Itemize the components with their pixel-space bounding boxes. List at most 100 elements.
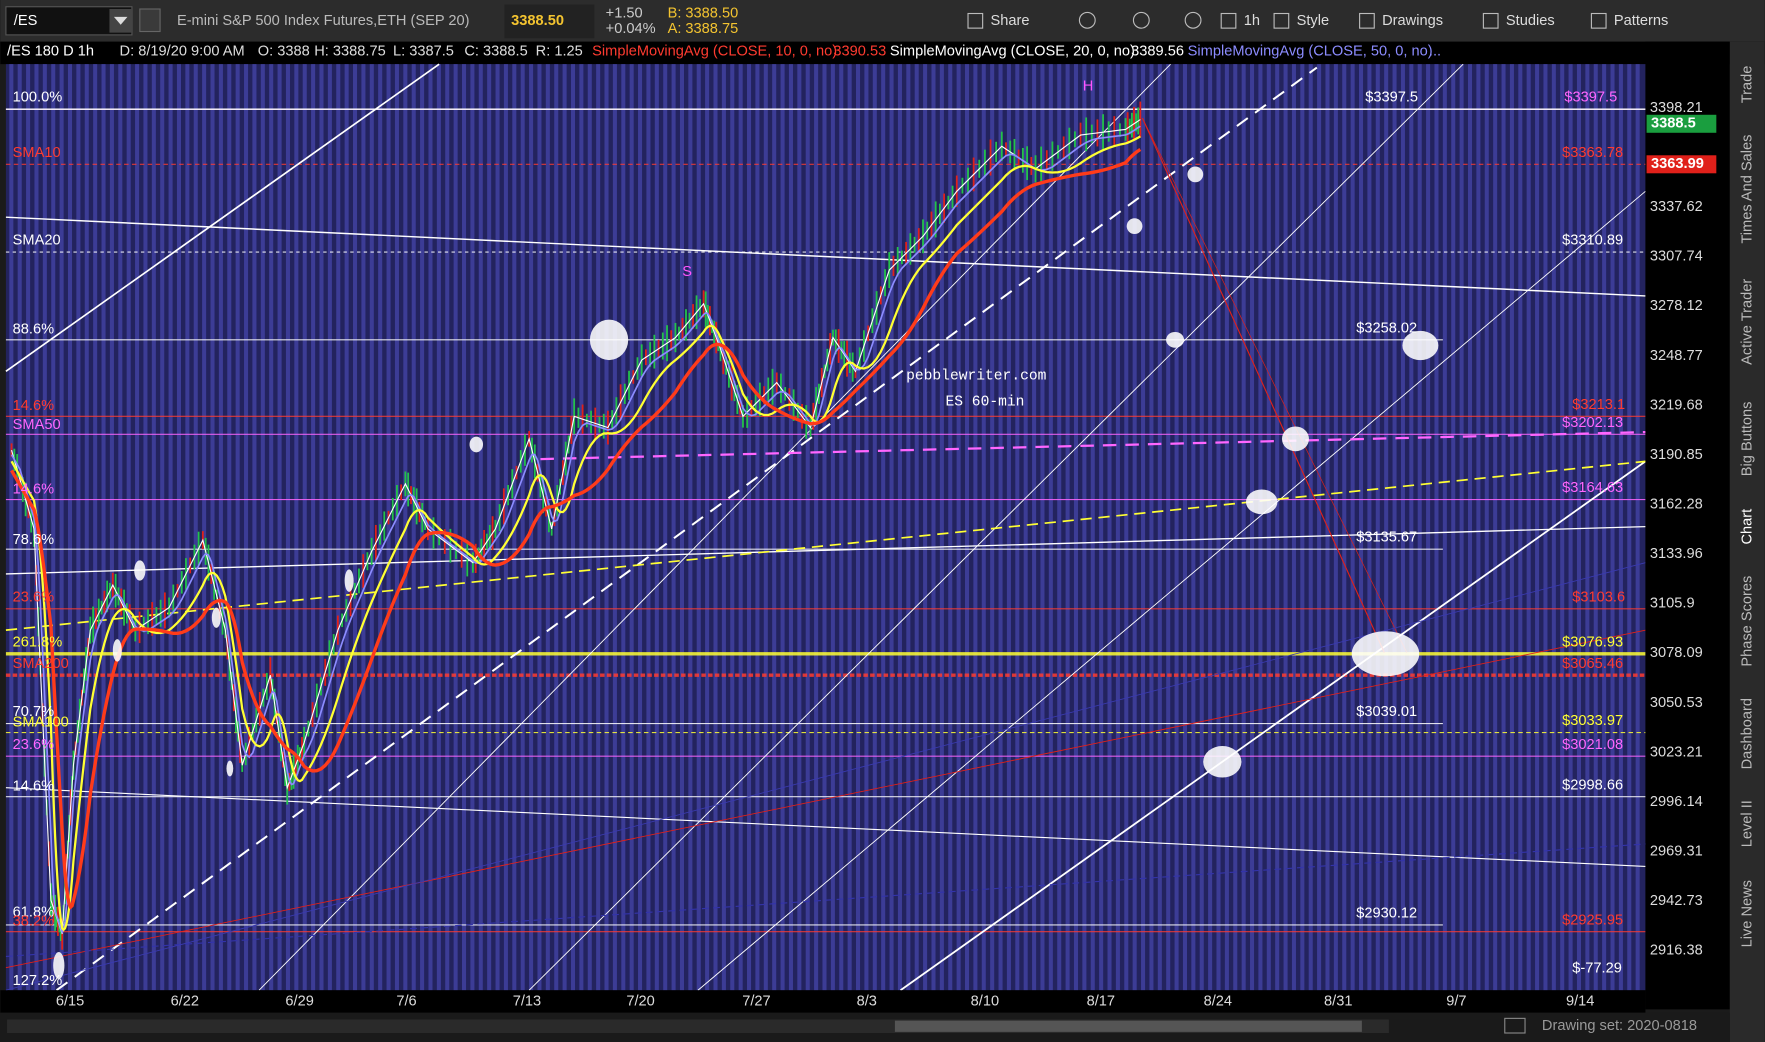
side-tab[interactable]: Level II [1740,800,1756,847]
session-stripe [76,64,81,991]
session-stripe [244,64,249,991]
fib-label: 261.8% [13,634,63,650]
session-stripe [1182,64,1187,991]
level-label: $3039.01 [1356,704,1417,720]
fib-label: 23.6% [13,589,54,605]
link-button[interactable] [139,8,161,33]
session-stripe [109,64,114,991]
session-stripe [629,64,634,991]
session-stripe [1241,64,1246,991]
session-stripe [696,64,701,991]
h-marker: H [1083,79,1094,95]
session-stripe [897,64,902,991]
price-tick-label: 2996.14 [1650,794,1703,810]
drawing-set-icon[interactable] [1504,1017,1526,1034]
session-stripe [730,64,735,991]
session-stripe [176,64,182,991]
info-item: C: 3388.5 [464,44,527,60]
session-stripe [1543,64,1548,991]
session-stripe [889,64,894,991]
toolbar-button[interactable]: Share [991,13,1030,29]
toolbar-button-icon[interactable] [967,12,984,29]
highlight-marker [134,560,146,581]
session-stripe [612,64,617,991]
date-label: 8/17 [1087,993,1115,1009]
toolbar-icon[interactable] [1184,11,1202,29]
session-stripe [252,64,257,991]
fib-label: SMA20 [13,233,61,249]
session-stripe [1258,64,1263,991]
session-stripe [302,64,307,991]
toolbar-icon[interactable] [1078,11,1096,29]
side-tab[interactable]: Trade [1740,66,1756,104]
side-tab[interactable]: Active Trader [1740,279,1756,365]
session-stripe [1107,64,1112,991]
session-stripe [956,64,961,991]
toolbar-button-icon[interactable] [1590,12,1607,29]
session-stripe [780,64,785,991]
session-stripe [1224,64,1229,991]
session-stripe [394,64,399,991]
scroll-thumb[interactable] [894,1020,1362,1032]
side-tab[interactable]: Dashboard [1740,698,1756,769]
session-stripe [1526,64,1531,991]
session-stripe [118,64,123,991]
symbol: /ES [14,13,38,29]
date-label: 6/29 [285,993,313,1009]
session-stripe [562,64,567,991]
session-stripe [964,64,970,991]
session-stripe [1199,64,1204,991]
session-stripe [1040,64,1045,991]
toolbar-button[interactable]: 1h [1244,13,1260,29]
session-stripe [1141,64,1146,991]
side-tab[interactable]: Times And Sales [1740,135,1756,244]
session-stripe [1275,64,1280,991]
date-label: 8/24 [1204,993,1232,1009]
session-stripe [126,64,131,991]
session-stripe [1208,64,1213,991]
fib-label: 88.6% [13,322,54,338]
session-stripe [495,64,500,991]
session-stripe [638,64,643,991]
side-tab[interactable]: Live News [1740,880,1756,947]
session-stripe [470,64,475,991]
level-label: $3135.67 [1356,530,1417,546]
session-stripe [411,64,416,991]
toolbar-icon[interactable] [1132,11,1150,29]
session-stripe [755,64,760,991]
side-tab[interactable]: Big Buttons [1740,401,1756,476]
last-box [504,4,595,39]
toolbar-button[interactable]: Patterns [1614,13,1668,29]
session-stripe [193,64,198,991]
session-stripe [185,64,190,991]
toolbar-button-icon[interactable] [1220,12,1237,29]
price-tick-label: 3078.09 [1650,645,1703,661]
date-label: 9/7 [1446,993,1466,1009]
side-tab[interactable]: Chart [1740,509,1756,545]
fib-label: SMA200 [13,656,69,672]
toolbar-button-icon[interactable] [1482,12,1499,29]
fib-label: 61.8% [13,904,54,920]
session-stripe [294,64,299,991]
toolbar-button[interactable]: Drawings [1382,13,1443,29]
session-stripe [1300,64,1305,991]
session-stripe [1467,64,1473,991]
toolbar-button-icon[interactable] [1359,12,1375,29]
date-label: 7/20 [626,993,654,1009]
level-label: $-77.29 [1572,961,1622,977]
session-stripe [1375,64,1380,991]
toolbar-button[interactable]: Studies [1506,13,1555,29]
session-stripe [51,64,56,991]
session-stripe [319,64,324,991]
session-stripe [864,64,869,991]
fib-label: 127.2% [13,973,63,989]
highlight-marker [1126,218,1143,235]
fib-label: 14.6% [13,481,54,497]
session-stripe [67,64,73,991]
level-label: $2998.66 [1562,777,1623,793]
study-value: 3390.53 [833,44,886,60]
toolbar-button[interactable]: Style [1297,13,1329,29]
description: E-mini S&P 500 Index Futures,ETH (SEP 20… [177,13,470,29]
side-tab[interactable]: Phase Scores [1740,576,1756,667]
toolbar-button-icon[interactable] [1273,12,1290,29]
